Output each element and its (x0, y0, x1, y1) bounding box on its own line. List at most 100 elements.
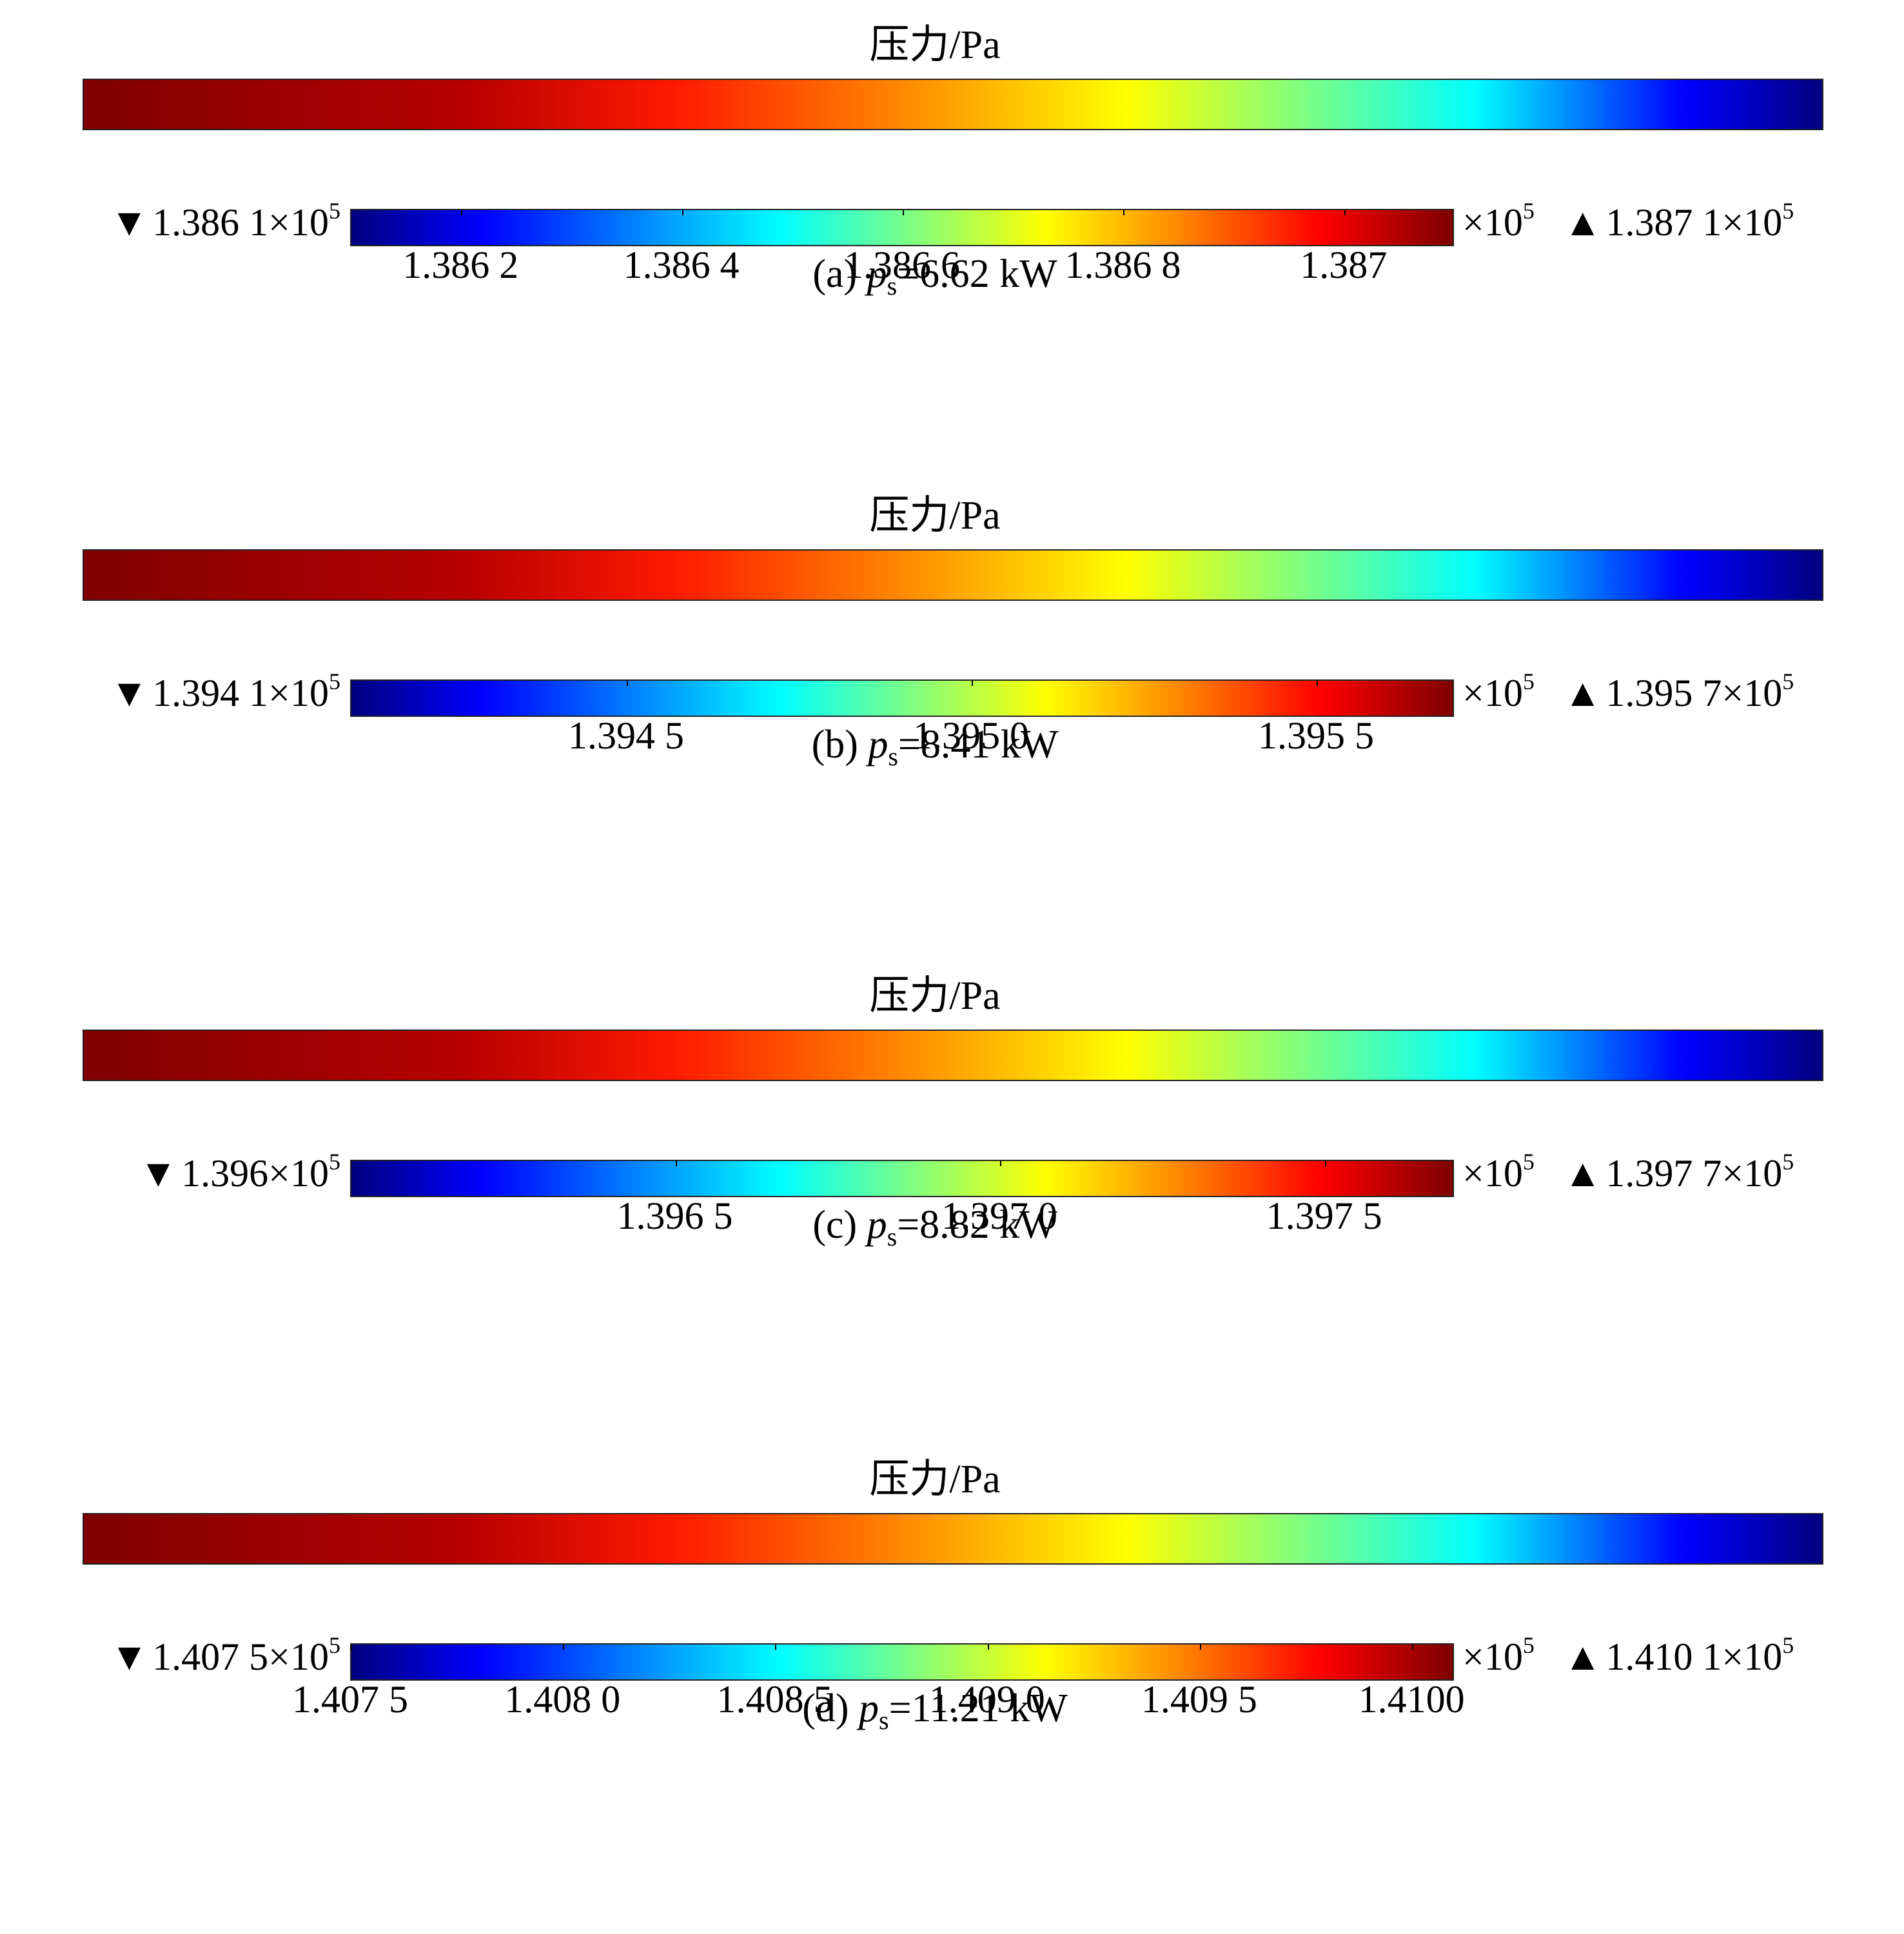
colorbar-tick-label: 1.396 5 (616, 1195, 733, 1237)
colorbar-tick-label: 1.397 5 (1266, 1195, 1382, 1237)
colorbar-tick-label: 1.386 6 (844, 244, 960, 286)
colorbar-tick (987, 1645, 989, 1650)
min-value-exponent: 5 (329, 1632, 340, 1658)
max-value-text: 1.395 7×10 (1605, 672, 1783, 714)
colorbar-tick-label: 1.395 0 (913, 714, 1029, 757)
colorbar-tick-label: 1.387 (1300, 244, 1388, 286)
colorbar-legend: ▼ 1.386 1×105 1.386 2 1.386 4 1.386 6 1.386 8… (0, 198, 1904, 329)
caption-subscript: s (887, 1222, 898, 1251)
min-value-exponent: 5 (329, 1149, 340, 1175)
colorbar-tick-label: 1.394 5 (568, 714, 684, 757)
chart-panel: 压力/Pa ▼ 1.394 1×105 1.394 5 1.395 0 1.395 5 ×1… (0, 490, 1904, 970)
max-value-exponent: 5 (1782, 1632, 1794, 1658)
multiplier-text: ×10 (1462, 1636, 1523, 1678)
colorbar (350, 1160, 1454, 1197)
max-value-text: 1.410 1×10 (1605, 1636, 1783, 1678)
multiplier-text: ×10 (1462, 672, 1523, 714)
pressure-field-plot (83, 79, 1823, 130)
colorbar-tick-label: 1.386 2 (402, 244, 519, 286)
chart-panel: 压力/Pa ▼ 1.407 5×105 1.407 5 1.408 0 1.408 5 1.… (0, 1454, 1904, 1934)
colorbar-tick (627, 681, 628, 686)
colorbar-tick-label: 1.395 5 (1258, 714, 1374, 757)
colorbar (350, 679, 1454, 717)
max-value-exponent: 5 (1782, 669, 1794, 694)
pressure-field-plot (83, 549, 1823, 601)
multiplier-exponent: 5 (1522, 1632, 1535, 1658)
caption-subscript: s (887, 271, 898, 300)
colorbar (350, 1643, 1454, 1681)
min-value-label: ▼ 1.386 1×105 (110, 198, 340, 245)
min-value-exponent: 5 (329, 198, 340, 224)
colorbar-tick-label: 1.386 4 (623, 244, 740, 286)
colorbar-tick-label: 1.386 8 (1065, 244, 1181, 286)
min-value-label: ▼ 1.407 5×105 (110, 1634, 340, 1679)
min-value-text: 1.396×10 (181, 1152, 329, 1195)
colorbar (350, 209, 1454, 246)
max-value-text: 1.397 7×10 (1605, 1152, 1783, 1195)
multiplier-text: ×10 (1462, 201, 1523, 244)
pressure-field-plot (83, 1030, 1823, 1081)
min-value-label: ▼ 1.394 1×105 (110, 670, 340, 716)
caption-value: =6.62 kW (897, 252, 1057, 296)
multiplier-exponent: 5 (1522, 1149, 1535, 1175)
colorbar-legend: ▼ 1.396×105 1.396 5 1.397 0 1.397 5 ×105 ▲ 1.39… (0, 1149, 1904, 1280)
min-marker-icon: ▼ (110, 672, 149, 714)
caption-prefix: (b) (811, 723, 869, 767)
panel-caption: (a) ps=6.62 kW (0, 248, 1870, 300)
panel-title: 压力/Pa (869, 974, 1001, 1018)
multiplier-exponent: 5 (1522, 669, 1535, 694)
colorbar-tick-label: 1.407 5 (292, 1678, 408, 1721)
min-marker-icon: ▼ (139, 1152, 178, 1195)
min-value-label: ▼ 1.396×105 (139, 1149, 340, 1196)
max-value-exponent: 5 (1782, 198, 1794, 224)
colorbar-tick (972, 681, 973, 686)
colorbar-tick (351, 1645, 352, 1650)
colorbar-tick (775, 1645, 777, 1650)
colorbar-tick (682, 210, 683, 215)
colorbar-multiplier: ×105 (1462, 198, 1535, 245)
min-value-text: 1.386 1×10 (152, 201, 329, 244)
max-value-text: 1.387 1×10 (1605, 201, 1783, 244)
panel-caption: (c) ps=8.82 kW (0, 1199, 1870, 1251)
max-marker-icon: ▲ (1564, 1636, 1602, 1678)
max-value-exponent: 5 (1782, 1149, 1794, 1175)
colorbar-tick (1412, 1645, 1414, 1650)
panel-caption: (b) ps=8.41 kW (0, 719, 1870, 770)
caption-variable: p (868, 723, 888, 767)
colorbar-tick-label: 1.408 5 (716, 1678, 833, 1721)
max-value-label: ▲ 1.410 1×105 (1564, 1634, 1794, 1679)
colorbar-tick-label: 1.408 0 (504, 1678, 621, 1721)
chart-panel: 压力/Pa ▼ 1.396×105 1.396 5 1.397 0 1.397 5 ×105… (0, 970, 1904, 1451)
caption-prefix: (c) (812, 1203, 867, 1247)
colorbar-tick (1199, 1645, 1201, 1650)
colorbar-tick-label: 1.409 0 (928, 1678, 1045, 1721)
colorbar-legend: ▼ 1.394 1×105 1.394 5 1.395 0 1.395 5 ×105 ▲ 1.… (0, 670, 1904, 799)
colorbar-tick-label: 1.397 0 (941, 1195, 1058, 1237)
caption-prefix: (a) (812, 252, 867, 296)
panel-title: 压力/Pa (869, 494, 1001, 538)
colorbar-tick (675, 1161, 677, 1166)
panel-caption: (d) ps=11.21 kW (0, 1683, 1870, 1734)
multiplier-exponent: 5 (1522, 198, 1535, 224)
max-marker-icon: ▲ (1564, 1152, 1602, 1195)
max-value-label: ▲ 1.387 1×105 (1564, 198, 1794, 245)
colorbar-tick (1317, 681, 1318, 686)
caption-subscript: s (888, 742, 898, 771)
caption-value: =11.21 kW (888, 1686, 1068, 1730)
min-value-text: 1.407 5×10 (152, 1636, 329, 1678)
min-value-exponent: 5 (329, 669, 340, 694)
colorbar-tick-label: 1.4100 (1358, 1678, 1465, 1721)
caption-value: =8.41 kW (898, 723, 1059, 767)
colorbar-tick (1344, 210, 1346, 215)
caption-prefix: (d) (802, 1686, 859, 1730)
max-value-label: ▲ 1.397 7×105 (1564, 1149, 1794, 1196)
caption-variable: p (867, 252, 887, 296)
caption-subscript: s (879, 1706, 889, 1735)
min-marker-icon: ▼ (110, 1636, 149, 1678)
min-marker-icon: ▼ (110, 201, 149, 244)
colorbar-tick (903, 210, 904, 215)
colorbar-tick (461, 210, 463, 215)
colorbar-multiplier: ×105 (1462, 1149, 1535, 1196)
pressure-field-plot (83, 1513, 1823, 1565)
multiplier-text: ×10 (1462, 1152, 1523, 1195)
